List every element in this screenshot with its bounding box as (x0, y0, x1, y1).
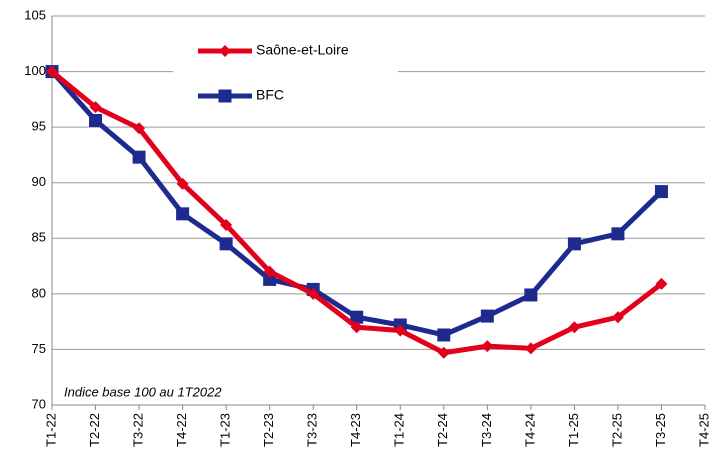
x-tick-label: T4-22 (174, 413, 189, 447)
marker (611, 311, 624, 324)
y-tick-label: 105 (24, 7, 46, 22)
x-tick-label: T1-25 (566, 413, 581, 447)
marker (218, 89, 232, 103)
y-tick-label: 70 (32, 396, 46, 411)
y-tick-label: 80 (32, 285, 46, 300)
y-tick-label: 85 (32, 230, 46, 245)
marker (524, 288, 538, 302)
y-tick-label: 100 (24, 63, 46, 78)
x-tick-label: T4-25 (696, 413, 710, 447)
marker (263, 272, 277, 286)
marker (219, 237, 233, 251)
marker (46, 65, 58, 78)
x-tick-label: T1-23 (218, 413, 233, 447)
x-tick-label: T3-25 (653, 413, 668, 447)
marker (89, 101, 102, 114)
marker (611, 227, 625, 241)
y-tick-label: 95 (32, 119, 46, 134)
marker (654, 185, 668, 199)
series-line (50, 69, 663, 356)
x-tick-label: T2-25 (609, 413, 624, 447)
x-tick-label: T3-24 (479, 413, 494, 447)
x-tick-label: T2-23 (261, 413, 276, 447)
x-tick-label: T2-22 (87, 413, 102, 447)
marker (133, 122, 146, 135)
x-tick-label: T3-22 (131, 413, 146, 447)
marker (568, 321, 581, 334)
y-tick-label: 75 (32, 341, 46, 356)
marker (655, 277, 668, 290)
x-tick-label: T2-24 (435, 413, 450, 447)
annotation: Indice base 100 au 1T2022 (64, 384, 222, 399)
marker (437, 328, 451, 342)
x-tick-label: T3-23 (305, 413, 320, 447)
marker (350, 321, 363, 334)
marker (567, 237, 581, 251)
legend-label: Saône-et-Loire (256, 42, 349, 58)
legend: Saône-et-Loire BFC (173, 30, 398, 110)
x-tick-label: T1-22 (43, 413, 58, 447)
x-tick-label: T4-23 (348, 413, 363, 447)
marker (350, 310, 364, 324)
marker (524, 342, 537, 355)
marker (481, 340, 494, 353)
x-tick-label: T4-24 (522, 413, 537, 447)
series-line (50, 69, 664, 338)
marker (307, 287, 320, 300)
marker (263, 265, 276, 278)
marker (132, 150, 146, 164)
marker (480, 309, 494, 323)
x-tick-label: T1-24 (392, 413, 407, 447)
marker (394, 324, 407, 337)
marker (437, 346, 450, 359)
legend-label: BFC (256, 87, 284, 103)
marker (220, 218, 233, 231)
marker (219, 45, 231, 57)
y-tick-label: 90 (32, 174, 46, 189)
marker (89, 113, 103, 127)
marker (176, 177, 189, 190)
marker (176, 207, 190, 221)
